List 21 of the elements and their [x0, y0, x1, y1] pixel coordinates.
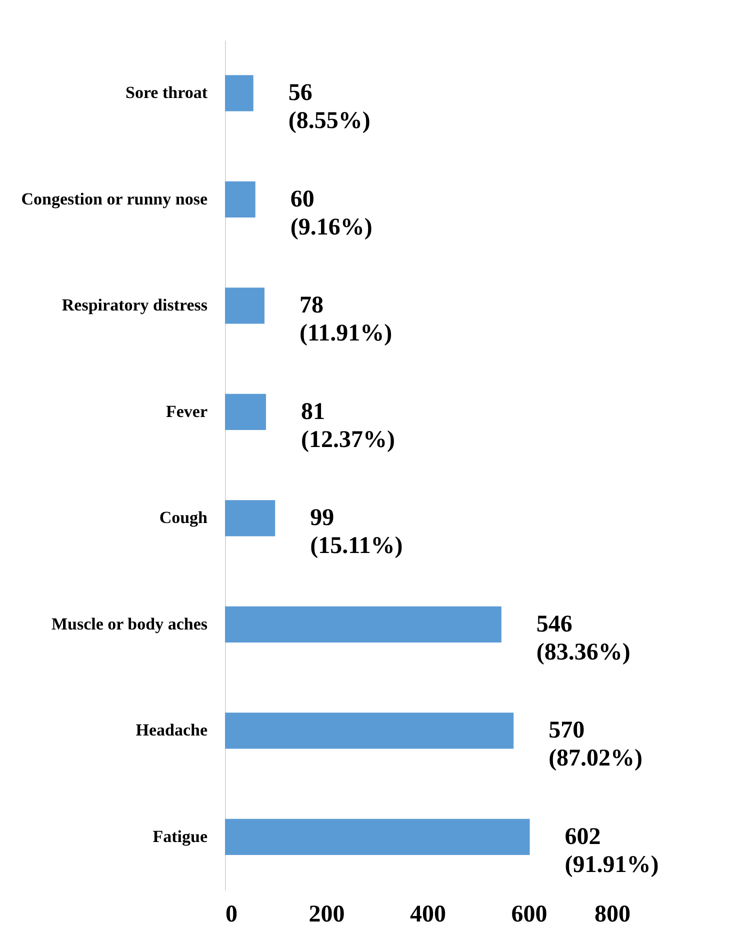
- x-tick-label: 800: [594, 902, 630, 928]
- y-tick-label: Respiratory distress: [62, 296, 208, 315]
- x-tick-label: 200: [308, 902, 345, 928]
- data-label: 56 (8.55%): [288, 80, 370, 134]
- x-tick-label: 0: [226, 902, 238, 928]
- data-label: 60 (9.16%): [290, 186, 372, 240]
- y-tick-label: Fever: [166, 402, 208, 421]
- data-label: 78 (11.91%): [299, 292, 392, 347]
- y-tick-label: Headache: [136, 720, 208, 740]
- data-label: 99 (15.11%): [310, 505, 403, 560]
- y-tick-label: Fatigue: [152, 826, 208, 846]
- data-label: 546 (83.36%): [536, 611, 630, 666]
- y-tick-label: Sore throat: [125, 83, 208, 102]
- y-tick-label: Muscle or body aches: [52, 614, 208, 634]
- data-label: 81 (12.37%): [301, 398, 395, 453]
- y-tick-label: Congestion or runny nose: [21, 189, 208, 208]
- y-tick-label: Cough: [159, 508, 208, 528]
- x-tick-label: 400: [410, 902, 446, 928]
- data-label: 570 (87.02%): [548, 718, 643, 772]
- x-tick-label: 600: [511, 902, 548, 928]
- data-label: 602 (91.91%): [564, 824, 659, 878]
